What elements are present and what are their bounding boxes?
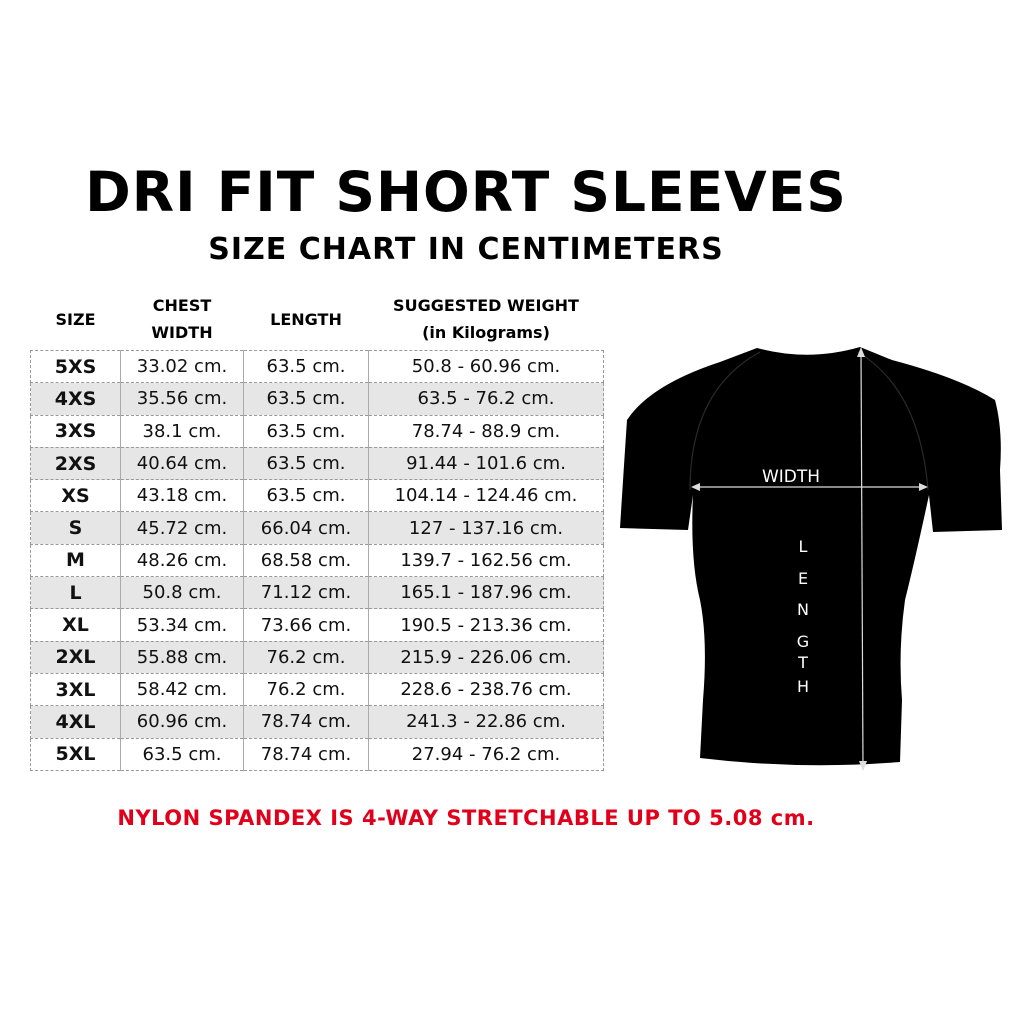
cell-length: 63.5 cm.: [243, 446, 369, 481]
width-arrow-left-head: [691, 483, 700, 491]
cell-weight: 190.5 - 213.36 cm.: [368, 608, 604, 642]
cell-chest-width: 50.8 cm.: [120, 576, 244, 610]
cell-chest-width: 35.56 cm.: [120, 382, 244, 416]
cell-size: 4XS: [30, 382, 121, 416]
cell-chest-width: 48.26 cm.: [120, 543, 244, 578]
cell-length: 68.58 cm.: [243, 543, 369, 578]
table-row: 2XS 40.64 cm. 63.5 cm. 91.44 - 101.6 cm.: [30, 446, 604, 481]
cell-weight: 139.7 - 162.56 cm.: [368, 543, 604, 578]
page-subtitle: SIZE CHART IN CENTIMETERS: [208, 232, 724, 267]
shirt-image: [620, 347, 1002, 766]
cell-size: 3XL: [30, 672, 121, 707]
table-row: 4XS 35.56 cm. 63.5 cm. 63.5 - 76.2 cm.: [30, 382, 604, 416]
svg-text:N: N: [797, 600, 809, 619]
header-size: SIZE: [55, 309, 96, 329]
table-row: 5XS 33.02 cm. 63.5 cm. 50.8 - 60.96 cm.: [30, 349, 604, 384]
svg-text:L: L: [799, 537, 808, 556]
cell-size: 2XL: [30, 640, 121, 674]
cell-size: S: [30, 511, 121, 545]
cell-chest-width: 53.34 cm.: [120, 608, 244, 642]
cell-weight: 228.6 - 238.76 cm.: [368, 672, 604, 707]
cell-chest-width: 55.88 cm.: [120, 640, 244, 674]
cell-length: 63.5 cm.: [243, 349, 369, 384]
cell-weight: 63.5 - 76.2 cm.: [368, 382, 604, 416]
table-row: XS 43.18 cm. 63.5 cm. 104.14 - 124.46 cm.: [30, 479, 604, 513]
cell-length: 78.74 cm.: [243, 737, 369, 771]
cell-length: 76.2 cm.: [243, 672, 369, 707]
cell-length: 66.04 cm.: [243, 511, 369, 545]
svg-text:H: H: [797, 677, 809, 696]
cell-chest-width: 45.72 cm.: [120, 511, 244, 545]
cell-size: 4XL: [30, 705, 121, 739]
stretch-note: NYLON SPANDEX IS 4-WAY STRETCHABLE UP TO…: [117, 806, 815, 830]
table-header-row: SIZE CHEST WIDTH LENGTH SUGGESTED WEIGHT(…: [31, 288, 604, 351]
cell-chest-width: 60.96 cm.: [120, 705, 244, 739]
size-chart-table: SIZE CHEST WIDTH LENGTH SUGGESTED WEIGHT(…: [30, 288, 604, 771]
cell-size: 2XS: [30, 446, 121, 481]
cell-chest-width: 38.1 cm.: [120, 414, 244, 448]
header-chest-width: CHEST WIDTH: [151, 296, 213, 342]
cell-size: L: [30, 576, 121, 610]
table-row: M 48.26 cm. 68.58 cm. 139.7 - 162.56 cm.: [30, 543, 604, 578]
table-row: 5XL 63.5 cm. 78.74 cm. 27.94 - 76.2 cm.: [30, 737, 604, 771]
raglan-seam: [689, 351, 929, 491]
header-length: LENGTH: [270, 309, 342, 329]
width-label: WIDTH: [762, 467, 820, 487]
cell-chest-width: 63.5 cm.: [120, 737, 244, 771]
cell-weight: 241.3 - 22.86 cm.: [368, 705, 604, 739]
svg-text:G: G: [797, 632, 809, 651]
table-row: S 45.72 cm. 66.04 cm. 127 - 137.16 cm.: [30, 511, 604, 545]
cell-weight: 127 - 137.16 cm.: [368, 511, 604, 545]
page-title: DRI FIT SHORT SLEEVES: [85, 160, 847, 224]
header-suggested-weight: SUGGESTED WEIGHT (in Kilograms): [393, 296, 579, 342]
length-arrow-top-head: [857, 347, 865, 357]
length-arrow: [860, 349, 864, 769]
svg-text:E: E: [798, 569, 808, 588]
length-label: L E N G T H: [797, 537, 809, 696]
cell-chest-width: 33.02 cm.: [120, 349, 244, 384]
cell-size: 5XL: [30, 737, 121, 771]
cell-weight: 165.1 - 187.96 cm.: [368, 576, 604, 610]
cell-length: 63.5 cm.: [243, 479, 369, 513]
table-row: 4XL 60.96 cm. 78.74 cm. 241.3 - 22.86 cm.: [30, 705, 604, 739]
svg-text:T: T: [797, 653, 808, 672]
cell-weight: 91.44 - 101.6 cm.: [368, 446, 604, 481]
length-arrow-bottom-head: [859, 761, 867, 771]
cell-weight: 50.8 - 60.96 cm.: [368, 349, 604, 384]
cell-length: 63.5 cm.: [243, 382, 369, 416]
cell-size: XL: [30, 608, 121, 642]
cell-weight: 215.9 - 226.06 cm.: [368, 640, 604, 674]
table-row: XL 53.34 cm. 73.66 cm. 190.5 - 213.36 cm.: [30, 608, 604, 642]
cell-chest-width: 40.64 cm.: [120, 446, 244, 481]
cell-weight: 27.94 - 76.2 cm.: [368, 737, 604, 771]
cell-chest-width: 43.18 cm.: [120, 479, 244, 513]
cell-length: 63.5 cm.: [243, 414, 369, 448]
cell-length: 76.2 cm.: [243, 640, 369, 674]
table-row: 2XL 55.88 cm. 76.2 cm. 215.9 - 226.06 cm.: [30, 640, 604, 674]
width-arrow-right-head: [919, 483, 928, 491]
table-row: L 50.8 cm. 71.12 cm. 165.1 - 187.96 cm.: [30, 576, 604, 610]
cell-weight: 104.14 - 124.46 cm.: [368, 479, 604, 513]
cell-length: 71.12 cm.: [243, 576, 369, 610]
